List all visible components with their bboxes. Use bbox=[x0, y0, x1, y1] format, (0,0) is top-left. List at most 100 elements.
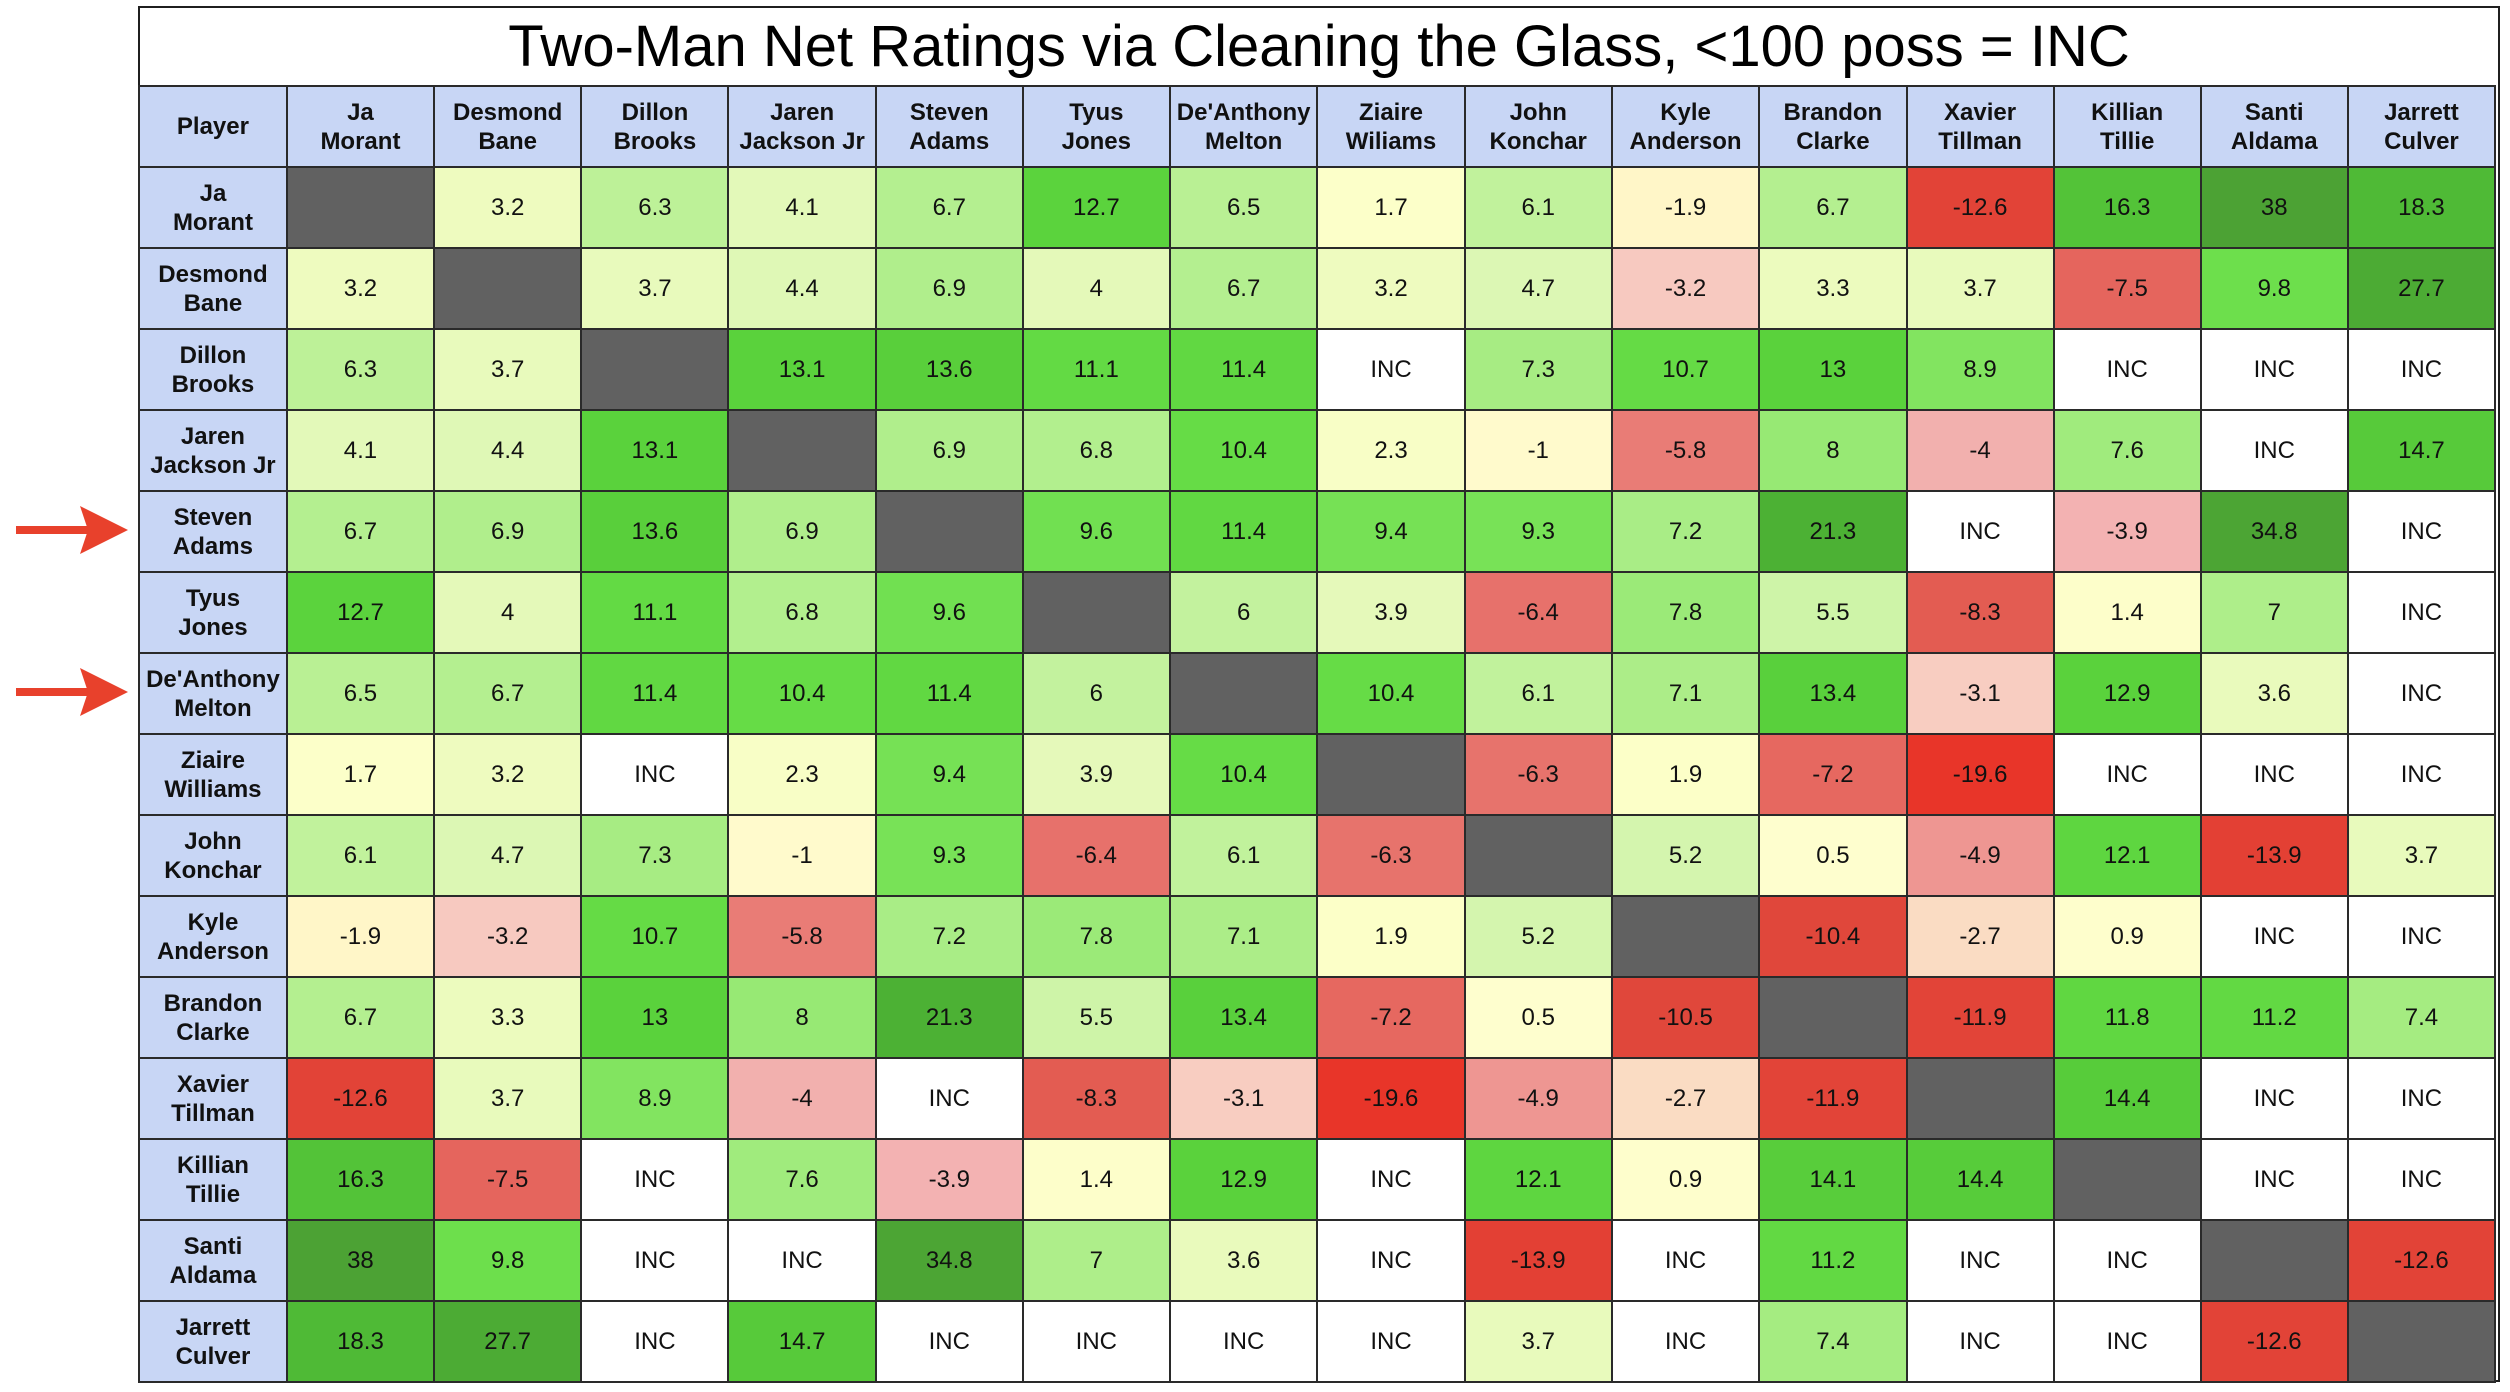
heatmap-cell: 4.7 bbox=[1463, 247, 1613, 330]
heatmap-cell: 18.3 bbox=[285, 1300, 435, 1383]
row-header: Brandon Clarke bbox=[138, 976, 288, 1059]
heatmap-cell: 38 bbox=[285, 1219, 435, 1302]
heatmap-cell: 10.4 bbox=[1168, 409, 1319, 492]
row-header: Dillon Brooks bbox=[138, 328, 288, 411]
arrow-icon bbox=[16, 668, 128, 716]
heatmap-cell: INC bbox=[1021, 1300, 1171, 1383]
heatmap-cell: 7.2 bbox=[874, 895, 1024, 978]
table-row: Jaren Jackson Jr 4.1 4.4 13.1 6.9 6.8 10.4 2.3-… bbox=[138, 409, 2497, 492]
heatmap-cell: 11.1 bbox=[580, 571, 730, 654]
heatmap-cell: 7.2 bbox=[1610, 490, 1761, 573]
heatmap-cell: -12.6 bbox=[1905, 166, 2055, 249]
heatmap-cell: 16.3 bbox=[285, 1138, 435, 1221]
table-row: John Konchar 6.1 4.7 7.3 -1 9.3 -6.4 6.1 -6.3 5.2… bbox=[138, 814, 2497, 897]
diagonal-cell bbox=[1758, 976, 1908, 1059]
column-header: Ziaire Wiliams bbox=[1316, 85, 1466, 168]
heatmap-cell: 9.3 bbox=[874, 814, 1024, 897]
heatmap-cell: 4.4 bbox=[727, 247, 877, 330]
heatmap-cell: INC bbox=[2199, 1138, 2349, 1221]
heatmap-cell: 7.6 bbox=[2052, 409, 2202, 492]
heatmap-cell: INC bbox=[2052, 1219, 2202, 1302]
heatmap-cell: 6 bbox=[1021, 652, 1171, 735]
heatmap-cell: 10.4 bbox=[1168, 733, 1319, 816]
heatmap-cell: -12.6 bbox=[2346, 1219, 2497, 1302]
heatmap-cell: 0.5 bbox=[1463, 976, 1613, 1059]
column-header: Xavier Tillman bbox=[1905, 85, 2055, 168]
heatmap-cell: -6.3 bbox=[1463, 733, 1613, 816]
heatmap-cell: 4 bbox=[432, 571, 583, 654]
heatmap-cell: INC bbox=[2346, 652, 2497, 735]
heatmap-cell: 9.4 bbox=[1316, 490, 1466, 573]
heatmap-cell: -7.2 bbox=[1758, 733, 1908, 816]
diagonal-cell bbox=[580, 328, 730, 411]
diagonal-cell bbox=[1316, 733, 1466, 816]
heatmap-cell: 11.2 bbox=[2199, 976, 2349, 1059]
heatmap-cell: 3.7 bbox=[580, 247, 730, 330]
heatmap-cell: -12.6 bbox=[2199, 1300, 2349, 1383]
heatmap-cell: -3.9 bbox=[2052, 490, 2202, 573]
heatmap-cell: -1.9 bbox=[285, 895, 435, 978]
column-header: Santi Aldama bbox=[2199, 85, 2349, 168]
heatmap-cell: 4 bbox=[1021, 247, 1171, 330]
heatmap-cell: 6.8 bbox=[1021, 409, 1171, 492]
heatmap-cell: 11.4 bbox=[580, 652, 730, 735]
heatmap-cell: 1.4 bbox=[1021, 1138, 1171, 1221]
heatmap-cell: -2.7 bbox=[1905, 895, 2055, 978]
heatmap-cell: 0.9 bbox=[2052, 895, 2202, 978]
heatmap-cell: 7.6 bbox=[727, 1138, 877, 1221]
heatmap-cell: -19.6 bbox=[1905, 733, 2055, 816]
heatmap-cell: 12.9 bbox=[1168, 1138, 1319, 1221]
heatmap-cell: 11.2 bbox=[1758, 1219, 1908, 1302]
diagonal-cell bbox=[1463, 814, 1613, 897]
heatmap-cell: -10.4 bbox=[1758, 895, 1908, 978]
heatmap-cell: 10.7 bbox=[580, 895, 730, 978]
heatmap-cell: 6.1 bbox=[1168, 814, 1319, 897]
heatmap-cell: 13.6 bbox=[580, 490, 730, 573]
heatmap-cell: INC bbox=[2052, 1300, 2202, 1383]
column-header: Brandon Clarke bbox=[1758, 85, 1908, 168]
heatmap-cell: INC bbox=[1316, 1219, 1466, 1302]
heatmap-cell: 5.5 bbox=[1021, 976, 1171, 1059]
heatmap-cell: 13 bbox=[580, 976, 730, 1059]
heatmap-cell: 8 bbox=[727, 976, 877, 1059]
row-header: Desmond Bane bbox=[138, 247, 288, 330]
heatmap-cell: 3.6 bbox=[1168, 1219, 1319, 1302]
heatmap-cell: -3.1 bbox=[1905, 652, 2055, 735]
heatmap-cell: 7.4 bbox=[1758, 1300, 1908, 1383]
heatmap-cell: -5.8 bbox=[1610, 409, 1761, 492]
heatmap-cell: 2.3 bbox=[727, 733, 877, 816]
heatmap-cell: 9.3 bbox=[1463, 490, 1613, 573]
heatmap-cell: 14.7 bbox=[727, 1300, 877, 1383]
diagonal-cell bbox=[1168, 652, 1319, 735]
column-header: Kyle Anderson bbox=[1610, 85, 1761, 168]
heatmap-cell: 6.1 bbox=[1463, 652, 1613, 735]
heatmap-cell: 3.7 bbox=[432, 328, 583, 411]
heatmap-cell: 14.4 bbox=[1905, 1138, 2055, 1221]
row-header: De'Anthony Melton bbox=[138, 652, 288, 735]
heatmap-cell: INC bbox=[2346, 733, 2497, 816]
heatmap-cell: -12.6 bbox=[285, 1057, 435, 1140]
heatmap-cell: INC bbox=[2052, 733, 2202, 816]
diagonal-cell bbox=[1905, 1057, 2055, 1140]
heatmap-cell: 6.7 bbox=[285, 976, 435, 1059]
heatmap-cell: 13.1 bbox=[580, 409, 730, 492]
heatmap-cell: INC bbox=[727, 1219, 877, 1302]
heatmap-cell: 2.3 bbox=[1316, 409, 1466, 492]
table-row: Xavier Tillman -12.6 3.7 8.9 -4 INC -8.3 -3.1 -1… bbox=[138, 1057, 2497, 1140]
table-row: Santi Aldama 38 9.8 INC INC 34.8 7 3.6 INC -13.9 I… bbox=[138, 1219, 2497, 1302]
heatmap-cell: INC bbox=[2346, 1057, 2497, 1140]
row-header: Steven Adams bbox=[138, 490, 288, 573]
row-header: Santi Aldama bbox=[138, 1219, 288, 1302]
heatmap-cell: 13.4 bbox=[1168, 976, 1319, 1059]
heatmap-cell: 12.1 bbox=[2052, 814, 2202, 897]
heatmap-cell: 9.8 bbox=[2199, 247, 2349, 330]
heatmap-cell: 6.7 bbox=[432, 652, 583, 735]
corner-header: Player bbox=[138, 85, 288, 168]
heatmap-cell: 6.3 bbox=[285, 328, 435, 411]
heatmap-cell: 4.4 bbox=[432, 409, 583, 492]
heatmap-cell: 12.9 bbox=[2052, 652, 2202, 735]
heatmap-cell: 3.2 bbox=[1316, 247, 1466, 330]
heatmap-cell: 18.3 bbox=[2346, 166, 2497, 249]
heatmap-cell: -7.5 bbox=[432, 1138, 583, 1221]
heatmap-cell: INC bbox=[2346, 895, 2497, 978]
